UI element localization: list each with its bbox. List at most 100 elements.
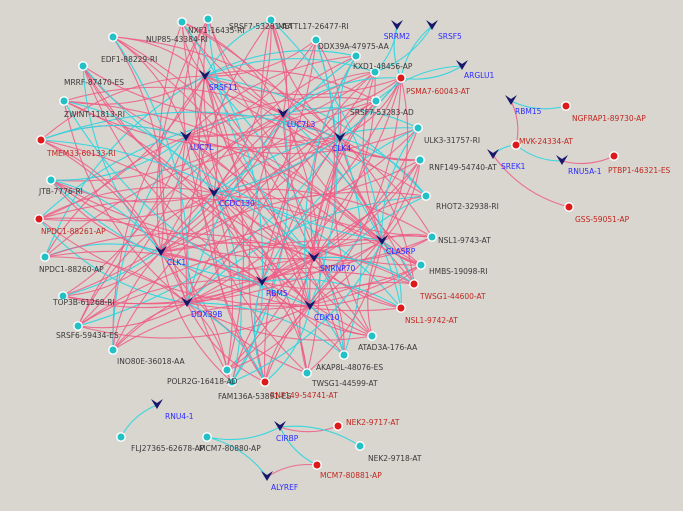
event-node-ino80e-36018-aa[interactable] [108, 345, 118, 355]
regulator-node-snrnp70[interactable] [308, 252, 320, 262]
regulator-node-rbm15[interactable] [505, 95, 517, 105]
regulator-node-srsf11[interactable] [199, 70, 211, 80]
event-node-mettl17-26477-ri[interactable] [311, 35, 321, 45]
label-srsf11: SRSF11 [209, 83, 238, 92]
edge-cdk10-to-npdc1-88261-ap [38, 218, 311, 307]
event-node-jtb-7776-ri[interactable] [46, 175, 56, 185]
event-node-ulk3-31757-ri[interactable] [413, 123, 423, 133]
event-node-nek2-9717-at[interactable] [333, 421, 343, 431]
regulator-node-luc7l[interactable] [180, 131, 192, 141]
label-rnf149-54741-at: RNF149-54741-AT [270, 391, 338, 400]
event-node-ngfrap1-89730-ap[interactable] [561, 101, 571, 111]
event-node-ptbp1-46321-es[interactable] [609, 151, 619, 161]
event-node-srsf6-59434-es[interactable] [73, 321, 83, 331]
event-node-zwint-11813-ri[interactable] [59, 96, 69, 106]
edge-ddx39b-to-srsf7-53283-ad [186, 100, 377, 304]
edge-cdk10-to-psma7-60043-at [309, 77, 402, 307]
edge-arglu1-to-psma7-60043-at [400, 65, 463, 80]
edge-ddx39b-to-ddx39a-47975-aa [186, 55, 357, 304]
label-snrnp70: SNRNP70 [320, 264, 355, 273]
edge-clk4-to-akap8l-48076-es [339, 137, 363, 356]
nodes-layer [34, 14, 619, 481]
event-node-edf1-88229-ri[interactable] [108, 32, 118, 42]
edge-rnu5a-1-to-mvk-24334-at [515, 144, 563, 162]
edge-srsf11-to-npdc1-88260-ap [44, 75, 206, 258]
regulator-node-clk4[interactable] [334, 132, 346, 142]
event-node-hmbs-19098-ri[interactable] [416, 260, 426, 270]
regulator-node-clk1[interactable] [155, 246, 167, 256]
edge-alyref-to-mcm7-80880-ap [206, 436, 268, 478]
event-node-srsf7-53281-aa[interactable] [266, 15, 276, 25]
edge-luc7l3-to-srsf7-53281-aa [270, 19, 288, 115]
event-node-nxf1-16435-ri[interactable] [203, 14, 213, 24]
edge-rbm5-to-nup85-43384-ri [181, 21, 264, 283]
event-node-ddx39a-47975-aa[interactable] [351, 51, 361, 61]
label-zwint-11813-ri: ZWINT-11813-RI [64, 110, 125, 119]
edge-cdk10-to-srsf6-59434-es [77, 305, 311, 339]
edge-ddx39b-to-srsf7-53281-aa [185, 19, 272, 304]
regulator-node-alyref[interactable] [261, 471, 273, 481]
edge-srek1-to-gss-59051-ap [492, 154, 570, 208]
edge-rbm5-to-nsl1-9743-at [261, 235, 433, 283]
label-ulk3-31757-ri: ULK3-31757-RI [424, 136, 480, 145]
event-node-npdc1-88260-ap[interactable] [40, 252, 50, 262]
regulator-node-arglu1[interactable] [456, 60, 468, 70]
event-node-psma7-60043-at[interactable] [396, 73, 406, 83]
event-node-mcm7-80880-ap[interactable] [202, 432, 212, 442]
edge-ddx39b-to-polr2g-16418-ad [186, 302, 228, 371]
edge-rbm5-to-top3b-61268-ri [62, 281, 263, 309]
regulator-node-cirbp[interactable] [274, 421, 286, 431]
event-node-rhot2-32938-ri[interactable] [421, 191, 431, 201]
edge-srsf11-to-kxd1-48456-ap [204, 58, 376, 77]
regulator-node-srrm2[interactable] [391, 20, 403, 30]
edge-cdk10-to-akap8l-48076-es [309, 305, 345, 356]
regulator-node-srek1[interactable] [487, 149, 499, 159]
event-node-nsl1-9742-at[interactable] [396, 303, 406, 313]
event-node-polr2g-16418-ad[interactable] [222, 365, 232, 375]
regulator-node-cdk10[interactable] [304, 300, 316, 310]
event-node-rnf149-54740-at[interactable] [415, 155, 425, 165]
event-node-top3b-61268-ri[interactable] [58, 291, 68, 301]
event-node-nup85-43384-ri[interactable] [177, 17, 187, 27]
regulator-node-luc7l3[interactable] [277, 108, 289, 118]
event-node-twsg1-44599-at[interactable] [302, 368, 312, 378]
edge-srsf11-to-tmem33-60133-ri [40, 75, 206, 141]
event-node-srsf7-53283-ad[interactable] [371, 96, 381, 106]
regulator-node-rnu4-1[interactable] [151, 399, 163, 409]
edge-clk4-to-polr2g-16418-ad [226, 137, 341, 371]
event-node-nsl1-9743-at[interactable] [427, 232, 437, 242]
event-node-rnf149-54741-at[interactable] [260, 377, 270, 387]
label-clk1: CLK1 [167, 258, 186, 267]
edge-clasrp-to-nup85-43384-ri [181, 21, 383, 242]
event-node-mvk-24334-at[interactable] [511, 140, 521, 150]
label-ddx39a-47975-aa: DDX39A-47975-AA [318, 42, 390, 51]
event-node-mrrf-87470-es[interactable] [78, 61, 88, 71]
edge-clk4-to-rhot2-32938-ri [339, 137, 427, 197]
regulator-node-rbm5[interactable] [256, 276, 268, 286]
edge-cirbp-to-nek2-9718-at [279, 425, 361, 447]
edge-clk4-to-twsg1-44600-at [339, 137, 415, 285]
regulator-node-ddx39b[interactable] [181, 297, 193, 307]
regulator-node-rnu5a-1[interactable] [556, 155, 568, 165]
event-node-mcm7-80881-ap[interactable] [312, 460, 322, 470]
label-srek1: SREK1 [501, 162, 526, 171]
event-node-flj27365-62678-ap[interactable] [116, 432, 126, 442]
edge-cdk10-to-rnf149-54741-at [264, 305, 311, 383]
regulator-node-clasrp[interactable] [376, 235, 388, 245]
event-node-fam136a-53891-es[interactable] [227, 377, 237, 387]
event-node-akap8l-48076-es[interactable] [339, 350, 349, 360]
regulator-node-ccdc130[interactable] [208, 187, 220, 197]
edge-ccdc130-to-twsg1-44599-at [213, 192, 308, 374]
event-node-npdc1-88261-ap[interactable] [34, 214, 44, 224]
event-node-twsg1-44600-at[interactable] [409, 279, 419, 289]
event-node-gss-59051-ap[interactable] [564, 202, 574, 212]
label-mcm7-80880-ap: MCM7-80880-AP [199, 444, 261, 453]
event-node-nek2-9718-at[interactable] [355, 441, 365, 451]
event-node-atad3a-176-aa[interactable] [367, 331, 377, 341]
event-node-tmem33-60133-ri[interactable] [36, 135, 46, 145]
event-node-kxd1-48456-ap[interactable] [370, 67, 380, 77]
edge-cdk10-to-ddx39a-47975-aa [304, 55, 357, 307]
label-atad3a-176-aa: ATAD3A-176-AA [358, 343, 418, 352]
label-cdk10: CDK10 [314, 313, 340, 322]
regulator-node-srsf5[interactable] [426, 20, 438, 30]
